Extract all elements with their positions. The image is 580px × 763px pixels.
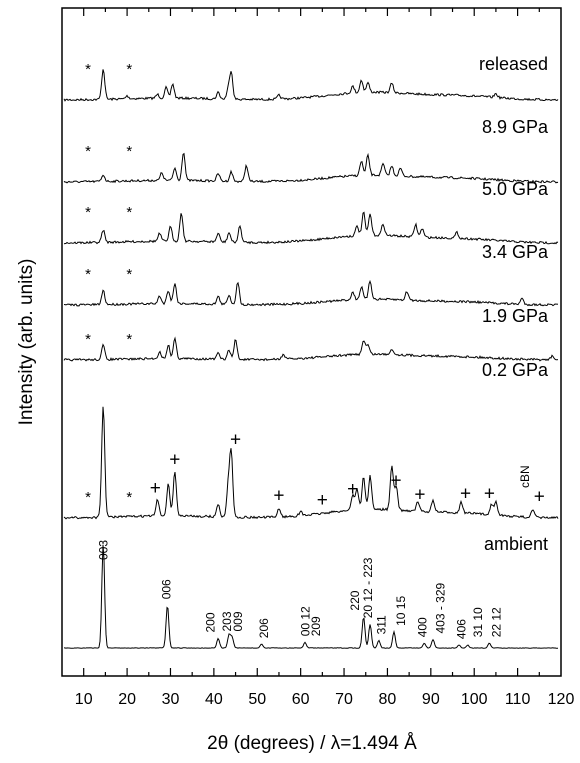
series-line-0 <box>63 69 559 102</box>
peak-marker-2-1: * <box>126 204 132 221</box>
hkl-label-16: 22 12 <box>489 607 503 637</box>
x-tick-label-50: 50 <box>248 691 266 708</box>
hkl-label-1: 006 <box>160 579 174 599</box>
x-tick-label-110: 110 <box>505 691 531 708</box>
peak-marker-5-8: + <box>391 470 402 491</box>
peak-marker-3-1: * <box>126 266 132 283</box>
hkl-label-5: 206 <box>257 618 271 638</box>
x-tick-label-20: 20 <box>118 691 136 708</box>
peak-marker-5-1: * <box>126 489 132 506</box>
peak-marker-4-0: * <box>85 331 91 348</box>
series-label-1: 8.9 GPa <box>482 117 549 137</box>
series-line-2 <box>63 211 559 245</box>
peak-marker-5-6: + <box>317 490 328 511</box>
hkl-label-3: 203 <box>220 611 234 631</box>
x-tick-label-120: 120 <box>548 691 575 708</box>
peak-marker-5-4: + <box>230 429 241 450</box>
series-line-5 <box>63 406 559 520</box>
peak-marker-5-3: + <box>169 449 180 470</box>
hkl-label-7: 209 <box>309 616 323 636</box>
peak-marker-4-1: * <box>126 331 132 348</box>
hkl-label-8: 220 <box>348 590 362 610</box>
series-line-6 <box>64 544 558 649</box>
tick-group: 10 20 30 40 50 60 70 80 90 100 110 120 <box>75 8 575 708</box>
peak-marker-5-5: + <box>273 485 284 506</box>
pressure-label-group: released 8.9 GPa 5.0 GPa 3.4 GPa 1.9 GPa 0.2 … <box>479 54 549 554</box>
x-tick-label-80: 80 <box>379 691 397 708</box>
peak-marker-5-11: + <box>484 484 495 505</box>
peak-marker-5-9: + <box>414 485 425 506</box>
x-tick-label-60: 60 <box>292 691 310 708</box>
x-tick-label-30: 30 <box>162 691 180 708</box>
x-axis-title: 2θ (degrees) / λ=1.494 Å <box>207 733 417 754</box>
plot-frame <box>61 7 562 677</box>
peak-marker-2-0: * <box>85 204 91 221</box>
hkl-label-9: 20 12 - 223 <box>361 557 375 618</box>
hkl-label-14: 406 <box>455 619 469 639</box>
peak-marker-5-7: + <box>347 479 358 500</box>
cbn-annotation: cBN <box>518 465 532 488</box>
hkl-label-11: 10 15 <box>394 596 408 626</box>
hkl-label-4: 009 <box>231 611 245 631</box>
peak-marker-0-1: * <box>126 61 132 78</box>
hkl-label-6: 00 12 <box>298 606 312 636</box>
y-axis-title: Intensity (arb. units) <box>16 259 37 426</box>
series-group <box>63 69 559 649</box>
marker-group: * * * * * * * * * * * * + + + + + + + + + + + <box>85 61 545 511</box>
x-tick-label-90: 90 <box>422 691 440 708</box>
hkl-label-10: 311 <box>374 615 388 634</box>
hkl-label-15: 31 10 <box>471 607 485 637</box>
peak-marker-1-1: * <box>126 143 132 160</box>
series-line-1 <box>63 152 559 184</box>
peak-marker-3-0: * <box>85 266 91 283</box>
peak-marker-5-0: * <box>85 489 91 506</box>
hkl-label-0: 003 <box>97 540 111 560</box>
series-label-5: 0.2 GPa <box>482 360 549 380</box>
x-tick-label-10: 10 <box>75 691 93 708</box>
series-label-0: released <box>479 54 548 74</box>
hkl-label-2: 200 <box>204 612 218 632</box>
series-line-4 <box>63 336 559 362</box>
peak-marker-5-2: + <box>150 478 161 499</box>
peak-marker-5-10: + <box>460 484 471 505</box>
series-line-3 <box>63 279 559 307</box>
peak-marker-5-12: + <box>534 486 545 507</box>
series-label-3: 3.4 GPa <box>482 242 549 262</box>
series-label-2: 5.0 GPa <box>482 179 549 199</box>
x-tick-label-40: 40 <box>205 691 223 708</box>
hkl-label-12: 400 <box>416 617 430 637</box>
x-tick-label-70: 70 <box>335 691 353 708</box>
x-tick-label-100: 100 <box>461 691 488 708</box>
peak-marker-0-0: * <box>85 61 91 78</box>
peak-marker-1-0: * <box>85 143 91 160</box>
plot-border <box>61 7 562 677</box>
series-label-6: ambient <box>484 534 548 554</box>
series-label-4: 1.9 GPa <box>482 306 549 326</box>
hkl-label-13: 403 - 329 <box>434 582 448 633</box>
